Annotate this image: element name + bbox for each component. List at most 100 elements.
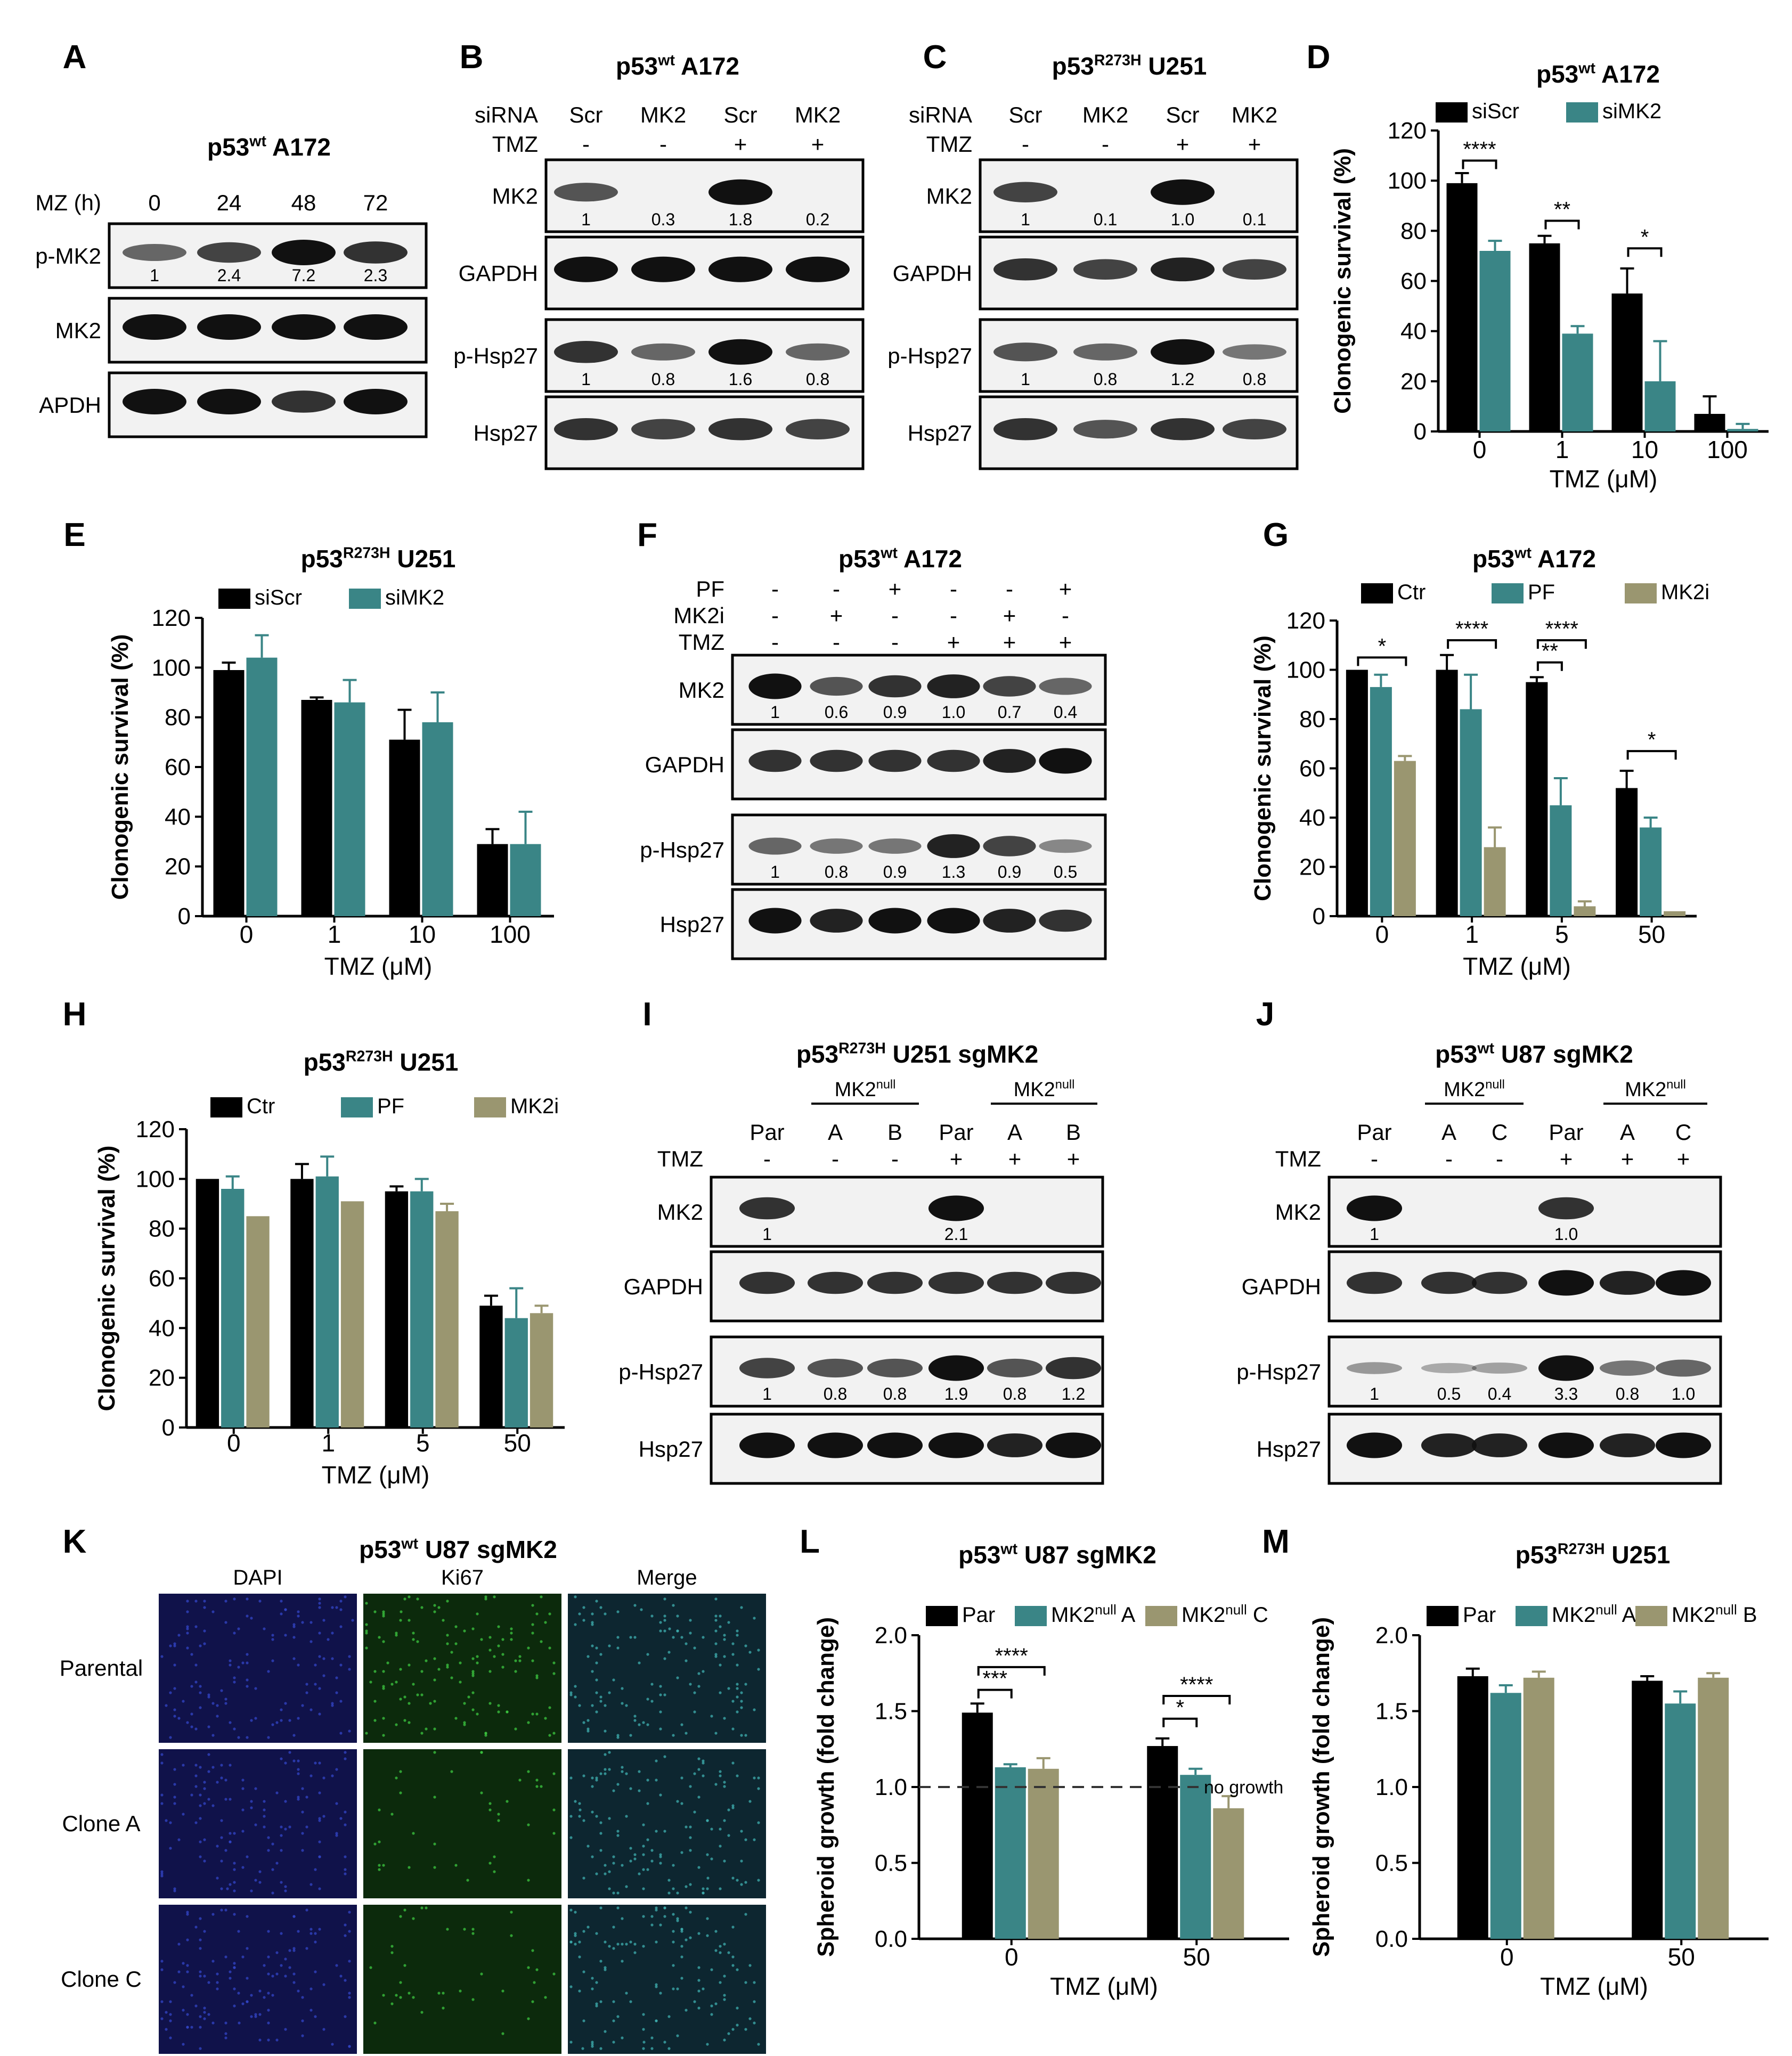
cell-dot (748, 1800, 752, 1803)
cell-dot (425, 1659, 428, 1662)
quantification-value: 7.2 (292, 266, 315, 285)
cell-dot (476, 1712, 479, 1716)
cell-dot (574, 1685, 577, 1688)
cell-dot (224, 1908, 227, 1912)
cell-dot (591, 1855, 594, 1858)
blot-band (197, 242, 261, 263)
cell-dot (433, 1796, 436, 1799)
cell-dot (382, 1734, 385, 1737)
cell-dot (292, 1915, 296, 1918)
cell-dot (378, 1808, 381, 1812)
cell-dot (237, 1736, 240, 1739)
cell-dot (412, 1832, 415, 1835)
cell-dot (403, 1597, 406, 1601)
condition-label: TMZ (492, 132, 538, 157)
cell-dot (173, 1708, 176, 1711)
cell-dot (591, 1977, 594, 1980)
cell-dot (527, 1646, 530, 1650)
cell-dot (351, 1619, 354, 1622)
cell-dot (344, 1923, 347, 1927)
significance-bracket (977, 1666, 1046, 1676)
cell-dot (753, 1617, 756, 1620)
cell-dot (301, 2034, 304, 2037)
legend-rest: A (1617, 1603, 1636, 1627)
cell-dot (727, 1951, 730, 1954)
blot-row: Hsp27 (908, 395, 1299, 470)
blot-band (1471, 1433, 1528, 1457)
cell-dot (710, 1827, 713, 1831)
cell-dot (646, 1653, 649, 1656)
significance-bracket (1162, 1717, 1198, 1727)
cell-dot (309, 1932, 313, 1935)
quantification-value: 0.8 (1243, 370, 1266, 389)
cell-dot (642, 1868, 645, 1871)
cell-dot (471, 1998, 475, 2001)
cell-dot (659, 1862, 662, 1865)
blot-band (786, 343, 850, 361)
cell-dot (182, 1764, 185, 1767)
condition-value: A (1620, 1120, 1635, 1145)
legend-base: MK2 (1051, 1603, 1095, 1627)
cell-dot (697, 1866, 700, 1869)
cell-dot (263, 1815, 266, 1818)
cell-dot (160, 1761, 164, 1765)
cell-dot (292, 1759, 296, 1763)
cell-dot (676, 2034, 679, 2037)
cell-dot (395, 1680, 398, 1684)
blot-label: MK2 (926, 184, 972, 209)
quantification-value: 0.1 (1094, 210, 1117, 229)
legend-swatch (1436, 102, 1468, 123)
blot-band (867, 1358, 923, 1378)
blot-band (1151, 257, 1215, 282)
cell-dot (224, 2021, 227, 2025)
cell-dot (578, 1612, 581, 1616)
cell-dot (267, 1736, 270, 1739)
cell-dot (369, 1680, 372, 1684)
cell-dot (604, 1864, 607, 1867)
condition-value: Scr (1166, 102, 1200, 127)
title-base: p53 (1052, 52, 1094, 80)
cell-dot (697, 1966, 700, 1969)
micrograph-image (363, 1749, 561, 1898)
quantification-value: 1.0 (942, 703, 965, 722)
cell-dot (408, 1992, 411, 1995)
cell-dot (685, 1732, 688, 1735)
cell-dot (263, 1627, 266, 1630)
blot-label: p-Hsp27 (453, 344, 538, 369)
cell-dot (719, 1774, 722, 1777)
cell-dot (706, 1853, 709, 1856)
cell-dot (348, 1930, 351, 1933)
cell-dot (714, 1619, 718, 1622)
blot-band (1039, 678, 1092, 695)
cell-dot (190, 1653, 193, 1656)
cell-dot (582, 1819, 585, 1822)
title-rest: U87 sgMK2 (418, 1536, 557, 1563)
cell-dot (663, 1755, 666, 1758)
cell-dot (693, 1810, 696, 1814)
cell-dot (254, 1879, 257, 1882)
condition-value: + (1560, 1146, 1573, 1171)
cell-dot (331, 1704, 334, 1707)
significance-bracket (1536, 661, 1563, 671)
blot-label: p-Hsp27 (887, 344, 972, 369)
cell-dot (216, 1987, 219, 1990)
cell-dot (646, 1802, 649, 1805)
cell-dot (309, 1640, 313, 1643)
x-axis-label: TMZ (μM) (1050, 1972, 1158, 2000)
cell-dot (548, 1706, 551, 1709)
column-label: Merge (637, 1566, 697, 1589)
cell-dot (514, 1670, 517, 1673)
cell-dot (540, 1785, 543, 1788)
cell-dot (604, 1753, 607, 1756)
quantification-value: 1 (770, 703, 780, 722)
cell-dot (548, 1734, 551, 1737)
title-base: p53 (838, 545, 881, 573)
y-axis-label: Clonogenic survival (%) (94, 1146, 120, 1412)
cell-dot (399, 1981, 402, 1984)
cell-dot (275, 1951, 279, 1954)
blot-band (272, 240, 336, 265)
panel-letter: J (1256, 996, 1274, 1033)
bar (1436, 670, 1458, 916)
condition-value: - (950, 603, 957, 628)
